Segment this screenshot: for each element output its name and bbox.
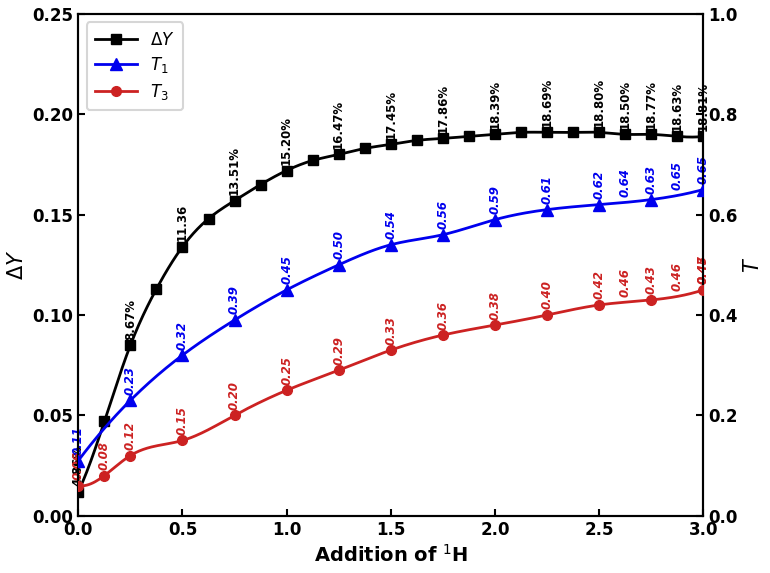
Text: 18.63%: 18.63% (671, 82, 684, 131)
Text: 0.61: 0.61 (541, 175, 554, 204)
Text: 0.20: 0.20 (228, 381, 241, 410)
Text: 4.86%: 4.86% (72, 445, 85, 486)
Text: 0.59: 0.59 (488, 185, 501, 214)
Text: 0.08: 0.08 (98, 441, 111, 470)
Text: 0.56: 0.56 (437, 201, 450, 229)
Text: 13.51%: 13.51% (228, 146, 241, 195)
Text: 0.38: 0.38 (488, 291, 501, 320)
Text: 0.45: 0.45 (280, 256, 293, 284)
Text: 0.42: 0.42 (592, 270, 605, 300)
Text: 0.46: 0.46 (671, 262, 684, 291)
Text: 18.69%: 18.69% (541, 77, 554, 127)
Text: 18.81%: 18.81% (697, 82, 710, 131)
Text: 0.63: 0.63 (644, 165, 658, 194)
Text: 0.43: 0.43 (644, 265, 658, 295)
Text: 0.45: 0.45 (697, 256, 710, 284)
Text: 0.25: 0.25 (280, 356, 293, 384)
Text: 0.39: 0.39 (228, 285, 241, 315)
Y-axis label: $\Delta Y$: $\Delta Y$ (7, 250, 27, 280)
Text: 0.50: 0.50 (332, 230, 345, 260)
Text: 0.40: 0.40 (541, 281, 554, 309)
Text: 8.67%: 8.67% (124, 299, 137, 340)
X-axis label: Addition of $^1$H: Addition of $^1$H (313, 544, 468, 566)
Text: 0.29: 0.29 (332, 336, 345, 364)
Text: 0.23: 0.23 (124, 366, 137, 395)
Text: 0.12: 0.12 (124, 421, 137, 450)
Y-axis label: $T$: $T$ (743, 257, 763, 273)
Text: 0.47: 0.47 (697, 256, 710, 284)
Text: 0.54: 0.54 (384, 210, 397, 239)
Text: 0.46: 0.46 (618, 268, 631, 297)
Text: 0.62: 0.62 (592, 170, 605, 199)
Text: 0.06: 0.06 (72, 451, 85, 480)
Text: 11.36: 11.36 (176, 204, 189, 241)
Text: 0.11: 0.11 (72, 426, 85, 455)
Text: 16.47%: 16.47% (332, 100, 345, 149)
Text: 17.45%: 17.45% (384, 90, 397, 139)
Text: 0.36: 0.36 (437, 301, 450, 329)
Text: 0.32: 0.32 (176, 321, 189, 350)
Text: 0.65: 0.65 (697, 155, 710, 184)
Text: 18.77%: 18.77% (644, 80, 658, 129)
Text: 17.86%: 17.86% (437, 84, 450, 133)
Text: 0.64: 0.64 (618, 168, 631, 197)
Text: 18.80%: 18.80% (592, 78, 605, 127)
Text: 0.65: 0.65 (671, 161, 684, 190)
Text: 0.33: 0.33 (384, 316, 397, 344)
Text: 15.20%: 15.20% (280, 116, 293, 165)
Text: 0.15: 0.15 (176, 406, 189, 435)
Text: 18.50%: 18.50% (618, 80, 631, 129)
Text: 18.39%: 18.39% (488, 80, 501, 129)
Legend: $\Delta Y$, $T_1$, $T_3$: $\Delta Y$, $T_1$, $T_3$ (87, 22, 183, 110)
